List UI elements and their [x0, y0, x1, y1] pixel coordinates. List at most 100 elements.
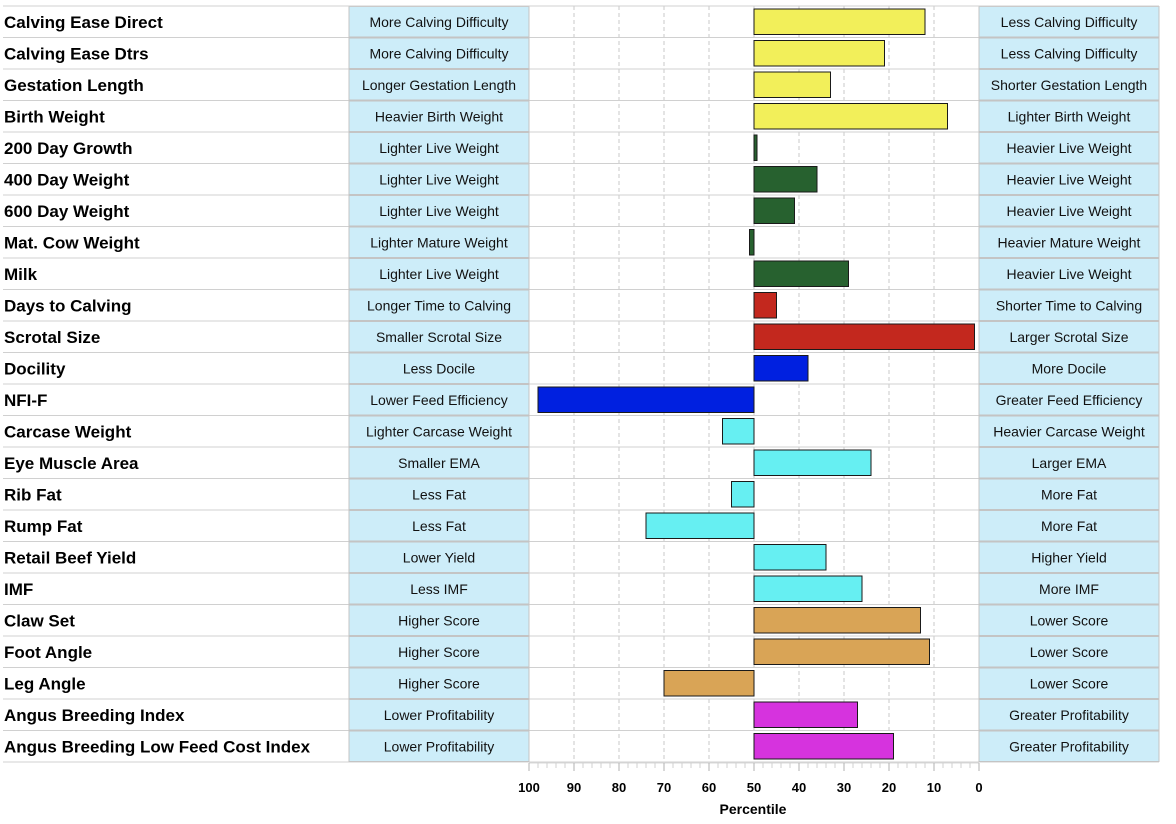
- right-descriptor-box: [978, 730, 1160, 762]
- left-descriptor: Lighter Mature Weight: [370, 234, 508, 250]
- percentile-bar: [753, 134, 758, 161]
- left-descriptor-box: [348, 730, 530, 762]
- right-descriptor: Heavier Carcase Weight: [993, 423, 1145, 439]
- right-descriptor-box: [978, 132, 1160, 164]
- right-descriptor-box: [978, 541, 1160, 573]
- tick-label: 0: [975, 780, 982, 795]
- trait-row: 600 Day Weight Lighter Live Weight Heavier…: [3, 195, 1160, 227]
- left-descriptor-box: [348, 510, 530, 542]
- trait-label: Milk: [4, 265, 38, 284]
- right-descriptor-box: [978, 289, 1160, 321]
- percentile-bar: [537, 386, 755, 413]
- right-descriptor: More Fat: [1041, 518, 1097, 534]
- tick-label: 50: [747, 780, 761, 795]
- trait-row: 400 Day Weight Lighter Live Weight Heavier…: [3, 163, 1160, 196]
- left-descriptor: Higher Score: [398, 644, 480, 660]
- percentile-bar: [753, 292, 777, 319]
- right-descriptor-box: [978, 100, 1160, 132]
- left-descriptor: Lower Profitability: [384, 707, 495, 723]
- x-axis-label: Percentile: [720, 801, 787, 817]
- right-descriptor-box: [978, 478, 1160, 510]
- left-descriptor: Longer Time to Calving: [367, 297, 511, 313]
- left-descriptor: Lighter Live Weight: [379, 203, 499, 219]
- percentile-bar: [753, 449, 872, 476]
- trait-row: Scrotal Size Smaller Scrotal Size Larger S…: [3, 321, 1160, 353]
- trait-row: Gestation Length Longer Gestation Length S…: [3, 69, 1160, 101]
- right-descriptor-box: [978, 226, 1160, 258]
- tick-label: 80: [612, 780, 626, 795]
- trait-label: 400 Day Weight: [4, 170, 130, 189]
- left-descriptor-box: [348, 447, 530, 479]
- trait-label: Eye Muscle Area: [4, 454, 139, 473]
- left-descriptor: Less Docile: [403, 360, 476, 376]
- left-descriptor: Less IMF: [410, 581, 468, 597]
- percentile-bar: [753, 733, 894, 760]
- trait-label: NFI-F: [4, 391, 47, 410]
- trait-label: Birth Weight: [4, 107, 105, 126]
- trait-rows: Calving Ease Direct More Calving Difficul…: [3, 5, 1160, 763]
- left-descriptor-box: [348, 69, 530, 101]
- left-descriptor: Lower Profitability: [384, 738, 495, 754]
- trait-row: Claw Set Higher Score Lower Score: [3, 604, 1160, 637]
- right-descriptor-box: [978, 6, 1160, 38]
- right-descriptor-box: [978, 321, 1160, 353]
- left-descriptor-box: [348, 636, 530, 668]
- trait-row: 200 Day Growth Lighter Live Weight Heavier…: [3, 132, 1160, 164]
- right-descriptor: Larger Scrotal Size: [1009, 329, 1128, 345]
- left-descriptor: Smaller Scrotal Size: [376, 329, 502, 345]
- right-descriptor: More Docile: [1032, 360, 1107, 376]
- right-descriptor-box: [978, 699, 1160, 731]
- trait-row: Eye Muscle Area Smaller EMA Larger EMA: [3, 447, 1160, 479]
- trait-label: Claw Set: [4, 611, 75, 630]
- trait-label: Gestation Length: [4, 76, 144, 95]
- right-descriptor-box: [978, 604, 1160, 636]
- percentile-bar: [753, 607, 921, 634]
- left-descriptor-box: [348, 132, 530, 164]
- trait-label: Angus Breeding Low Feed Cost Index: [4, 737, 311, 756]
- tick-label: 90: [567, 780, 581, 795]
- percentile-bar: [753, 103, 948, 130]
- left-descriptor-box: [348, 604, 530, 636]
- left-descriptor-box: [348, 289, 530, 321]
- left-descriptor-box: [348, 573, 530, 605]
- trait-row: Angus Breeding Low Feed Cost Index Lower …: [3, 730, 1160, 763]
- percentile-bar: [645, 512, 755, 539]
- percentile-bar: [753, 260, 849, 287]
- left-descriptor: Longer Gestation Length: [362, 77, 516, 93]
- percentile-bar: [663, 670, 755, 697]
- right-descriptor: Lower Score: [1030, 644, 1109, 660]
- left-descriptor-box: [348, 163, 530, 195]
- percentile-bar: [753, 701, 858, 728]
- trait-label: Scrotal Size: [4, 328, 100, 347]
- tick-label: 100: [518, 780, 540, 795]
- left-descriptor: Less Fat: [412, 486, 466, 502]
- percentile-bar: [753, 638, 930, 665]
- right-descriptor: Heavier Live Weight: [1006, 140, 1131, 156]
- right-descriptor-box: [978, 352, 1160, 384]
- right-descriptor-box: [978, 37, 1160, 69]
- left-descriptor-box: [348, 352, 530, 384]
- right-descriptor: Greater Feed Efficiency: [996, 392, 1143, 408]
- percentile-bar: [753, 323, 975, 350]
- right-descriptor: Heavier Live Weight: [1006, 203, 1131, 219]
- percentile-bar: [722, 418, 755, 445]
- left-descriptor: Higher Score: [398, 612, 480, 628]
- trait-row: Angus Breeding Index Lower Profitability G…: [3, 699, 1160, 731]
- trait-row: Leg Angle Higher Score Lower Score: [3, 667, 1160, 700]
- trait-row: Foot Angle Higher Score Lower Score: [3, 636, 1160, 668]
- trait-label: Carcase Weight: [4, 422, 132, 441]
- trait-label: Retail Beef Yield: [4, 548, 136, 567]
- right-descriptor: Lower Score: [1030, 675, 1109, 691]
- right-descriptor: More Fat: [1041, 486, 1097, 502]
- right-descriptor: Shorter Gestation Length: [991, 77, 1147, 93]
- right-descriptor-box: [978, 636, 1160, 668]
- trait-row: Docility Less Docile More Docile: [3, 352, 1160, 385]
- trait-row: Milk Lighter Live Weight Heavier Live Weig…: [3, 258, 1160, 290]
- trait-label: Rump Fat: [4, 517, 83, 536]
- trait-row: Rib Fat Less Fat More Fat: [3, 478, 1160, 511]
- left-descriptor: Less Fat: [412, 518, 466, 534]
- right-descriptor: Less Calving Difficulty: [1001, 45, 1138, 61]
- left-descriptor: Lighter Live Weight: [379, 140, 499, 156]
- right-descriptor-box: [978, 384, 1160, 416]
